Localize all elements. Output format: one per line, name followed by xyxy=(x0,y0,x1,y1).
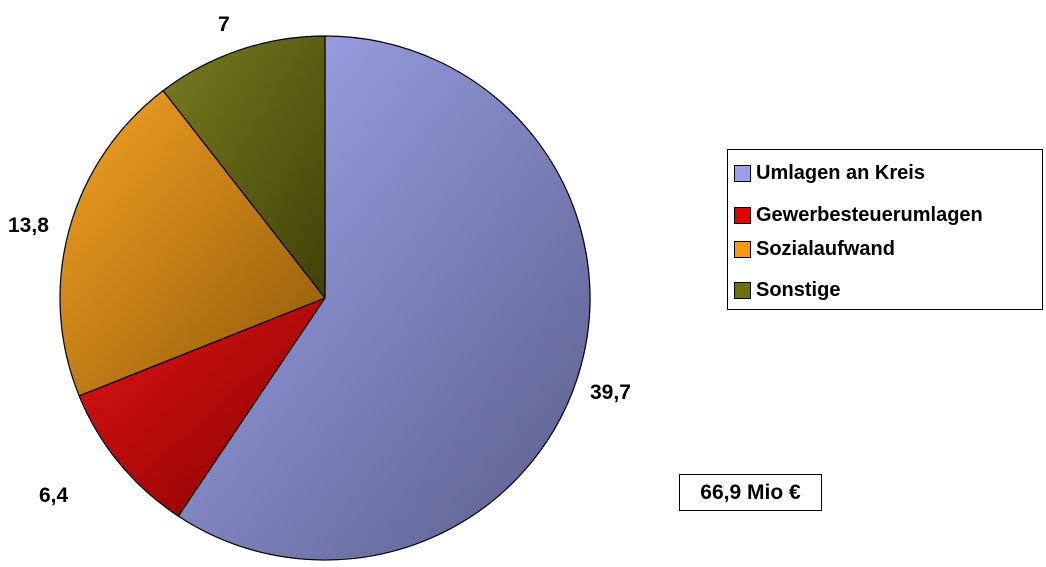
data-label-sozialaufwand: 13,8 xyxy=(8,214,49,237)
legend-label-sozialaufwand: Sozialaufwand xyxy=(756,237,895,260)
data-label-umlagen: 39,7 xyxy=(590,381,631,404)
pie-slice-sozialaufwand xyxy=(59,90,326,397)
legend-swatch-gewerbesteuerumlagen xyxy=(734,206,751,224)
data-label-gewerbesteuerumlagen: 6,4 xyxy=(39,484,69,507)
pie-slice-gewerbesteuerumlagen xyxy=(78,297,326,517)
legend-label-sonstige: Sonstige xyxy=(756,278,841,301)
pie-slice-sonstige xyxy=(162,35,326,299)
pie-slice-umlagen xyxy=(177,35,591,561)
legend-swatch-umlagen xyxy=(734,164,751,182)
chart-legend: Umlagen an Kreis Gewerbesteuerumlagen So… xyxy=(727,149,1043,310)
legend-swatch-sonstige xyxy=(734,281,751,299)
total-amount-box: 66,9 Mio € xyxy=(679,474,822,511)
data-label-sonstige: 7 xyxy=(218,13,230,36)
pie-data-labels: 39,7 6,4 13,8 7 xyxy=(8,13,631,507)
legend-item-sonstige: Sonstige xyxy=(734,276,840,304)
legend-item-sozialaufwand: Sozialaufwand xyxy=(734,235,895,263)
pie-slices xyxy=(59,35,591,561)
legend-label-gewerbesteuerumlagen: Gewerbesteuerumlagen xyxy=(756,203,983,226)
legend-label-umlagen: Umlagen an Kreis xyxy=(756,161,925,184)
legend-item-umlagen: Umlagen an Kreis xyxy=(734,159,925,187)
legend-swatch-sozialaufwand xyxy=(734,240,751,258)
legend-item-gewerbesteuerumlagen: Gewerbesteuerumlagen xyxy=(734,201,983,229)
